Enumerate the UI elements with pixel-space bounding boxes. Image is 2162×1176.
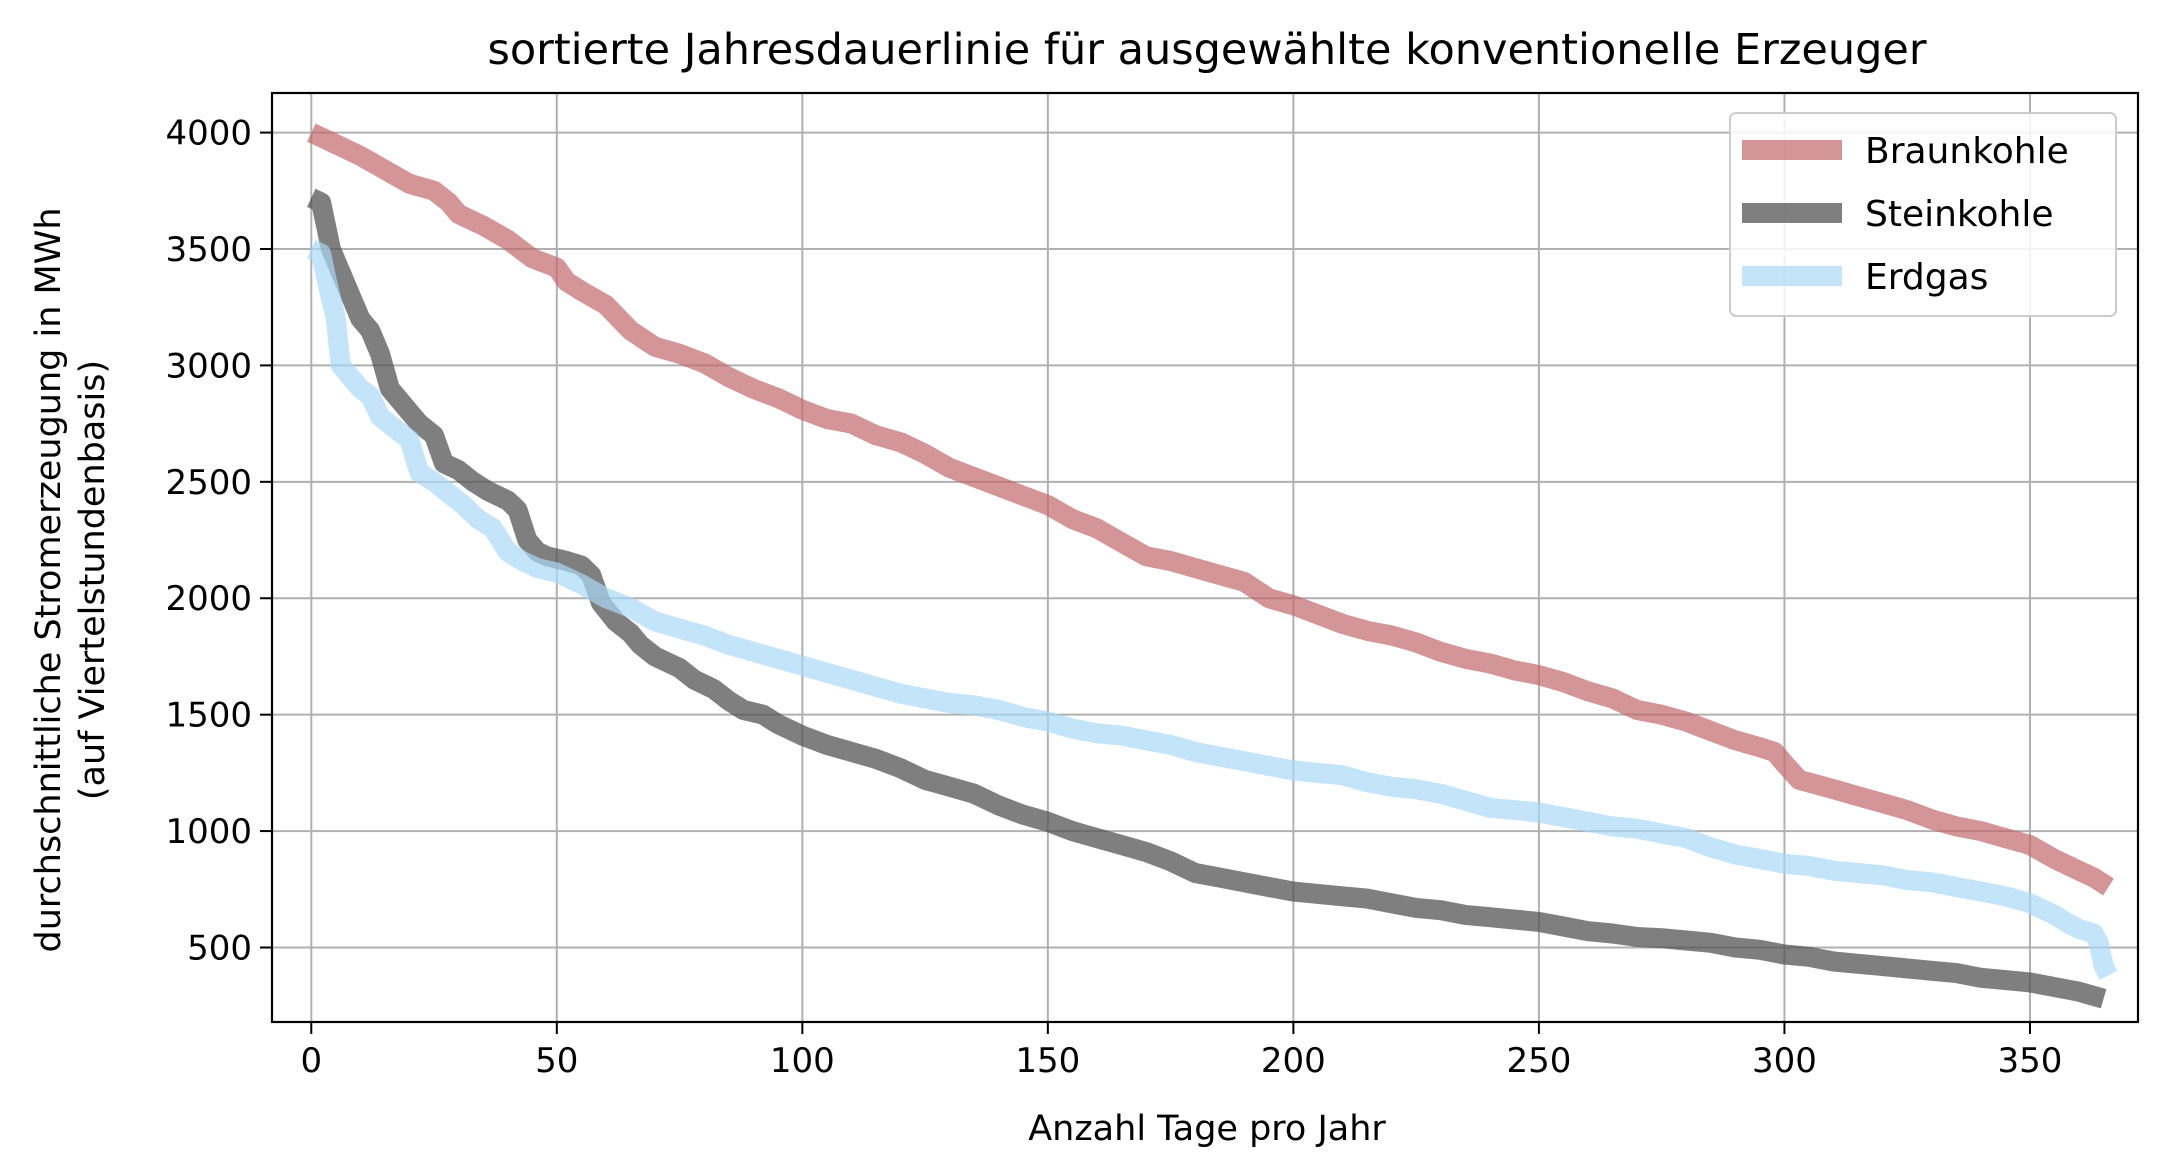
x-tick-label: 250 <box>1506 1041 1571 1081</box>
series-layer <box>306 123 2118 1009</box>
y-tick-label: 4000 <box>165 114 252 154</box>
grid-lines <box>272 93 2138 1022</box>
y-tick-label: 3500 <box>165 230 252 270</box>
legend-label-erdgas: Erdgas <box>1865 257 1988 298</box>
x-tick-label: 0 <box>300 1041 322 1081</box>
legend-label-steinkohle: Steinkohle <box>1865 194 2054 235</box>
y-tick-label: 1000 <box>165 812 252 852</box>
y-tick-label: 2000 <box>165 579 252 619</box>
y-axis-label: durchschnittliche Stromerzeugung in MWh <box>29 207 69 952</box>
y-tick-label: 2500 <box>165 463 252 503</box>
x-tick-label: 50 <box>535 1041 578 1081</box>
series-line-steinkohle <box>307 188 2107 1009</box>
y-tick-label: 1500 <box>165 696 252 736</box>
x-tick-label: 100 <box>770 1041 835 1081</box>
axis-ticks: 0 50 100 150 200 250 300 350 500 1000 1500 2000 2500… <box>165 114 2062 1081</box>
series-line-erdgas <box>306 239 2118 981</box>
series-line-braunkohle <box>307 123 2114 896</box>
x-tick-label: 200 <box>1261 1041 1326 1081</box>
plot-frame <box>270 91 2140 1024</box>
x-tick-label: 150 <box>1015 1041 1080 1081</box>
x-tick-label: 350 <box>1998 1041 2063 1081</box>
chart-title: sortierte Jahresdauerlinie für ausgewähl… <box>487 25 1926 75</box>
y-axis-label-sub: (auf Viertelstundenbasis) <box>73 360 113 800</box>
legend: Braunkohle Steinkohle Erdgas <box>1729 112 2117 317</box>
y-tick-label: 500 <box>187 928 252 968</box>
y-tick-label: 3000 <box>165 346 252 386</box>
x-axis-label: Anzahl Tage pro Jahr <box>1028 1109 1386 1149</box>
x-tick-label: 300 <box>1752 1041 1817 1081</box>
legend-box <box>1729 112 2117 317</box>
legend-label-braunkohle: Braunkohle <box>1865 131 2069 172</box>
